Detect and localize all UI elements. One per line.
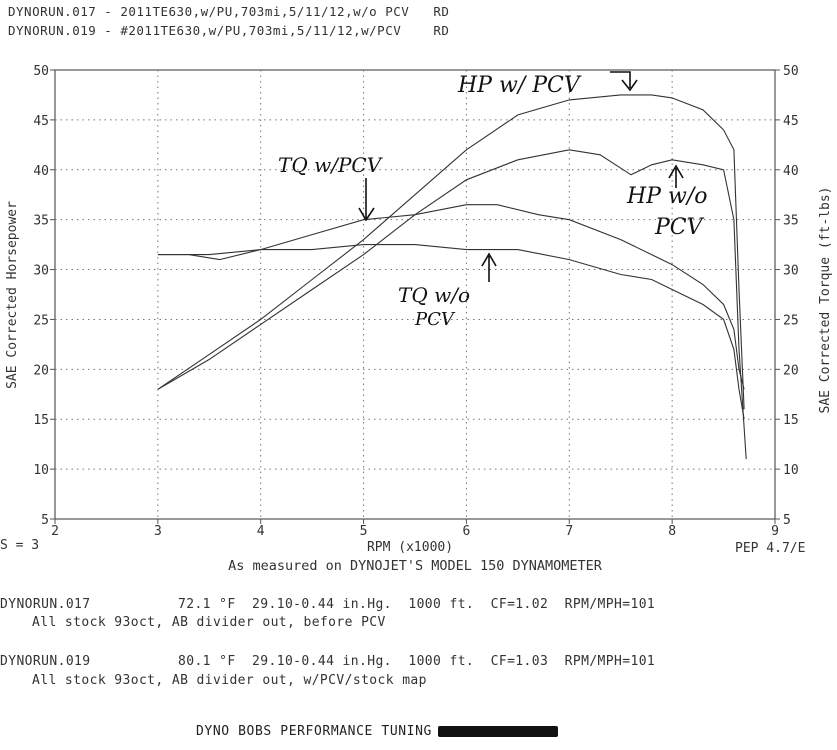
y-tick-label-right: 30: [783, 264, 799, 279]
footer: DYNO BOBS PERFORMANCE TUNING: [196, 724, 558, 739]
x-tick-labels: 2 3 4 5 6 7 8 9: [51, 524, 779, 539]
annotation-hp-without-2: PCV: [654, 215, 705, 240]
x-tick-label: 4: [257, 524, 265, 539]
y-tick-label-right: 5: [783, 513, 791, 528]
arrow-hp-without-pcv: [668, 164, 684, 188]
annotation-tq-with-pcv: TQ w/PCV: [278, 153, 384, 177]
y-tick-label-left: 20: [33, 363, 49, 378]
series-group: [157, 94, 747, 460]
y-tick-label-left: 30: [33, 264, 49, 279]
arrow-tq-with-pcv: [358, 178, 375, 222]
y-tick-label-right: 10: [783, 463, 799, 478]
y-tick-label-left: 35: [33, 214, 49, 229]
series-tq-without-pcv: [157, 244, 745, 420]
x-tick-label: 5: [360, 524, 368, 539]
y-axis-label-right: SAE Corrected Torque (ft-lbs): [818, 187, 833, 414]
annotation-hp-without-1: HP w/o: [626, 184, 707, 209]
header-line-2: DYNORUN.019 - #2011TE630,w/PU,703mi,5/11…: [8, 23, 450, 38]
x-axis-label: RPM (x1000): [367, 540, 453, 555]
annotation-tq-without-1: TQ w/o: [398, 283, 470, 307]
x-tick-label: 3: [154, 524, 162, 539]
x-tick-label: 8: [668, 524, 676, 539]
y-tick-label-right: 20: [783, 363, 799, 378]
y-tick-label-left: 45: [33, 114, 49, 129]
x-tick-label: 7: [565, 524, 573, 539]
run-017-conditions: 72.1 °F 29.10-0.44 in.Hg. 1000 ft. CF=1.…: [178, 597, 656, 612]
y-tick-label-left: 15: [33, 413, 49, 428]
annotation-hp-with-pcv: HP w/ PCV: [457, 73, 582, 98]
grid: [50, 69, 780, 524]
run-019-id: DYNORUN.019: [0, 654, 91, 669]
y-tick-label-right: 25: [783, 313, 799, 328]
y-tick-label-right: 15: [783, 413, 799, 428]
annotation-tq-without-2: PCV: [414, 309, 456, 330]
x-tick-label: 9: [771, 524, 779, 539]
chart-subtitle: As measured on DYNOJET'S MODEL 150 DYNAM…: [228, 558, 603, 574]
y-tick-label-right: 35: [783, 214, 799, 229]
x-tick-label: 6: [463, 524, 471, 539]
series-hp-with-pcv: [157, 94, 745, 410]
header-line-1: DYNORUN.017 - 2011TE630,w/PU,703mi,5/11/…: [8, 4, 450, 19]
y-tick-label-left: 50: [33, 64, 49, 79]
series-tq-with-pcv: [157, 204, 745, 390]
corner-left-label: S = 3: [0, 538, 39, 553]
arrow-hp-with-pcv: [610, 71, 638, 92]
y-tick-label-right: 50: [783, 64, 799, 79]
redacted-phone: [437, 726, 558, 737]
footer-text: DYNO BOBS PERFORMANCE TUNING: [196, 724, 432, 739]
y-tick-label-left: 5: [41, 513, 49, 528]
run-019-conditions: 80.1 °F 29.10-0.44 in.Hg. 1000 ft. CF=1.…: [178, 654, 656, 669]
y-tick-label-left: 40: [33, 164, 49, 179]
run-019-notes: All stock 93oct, AB divider out, w/PCV/s…: [32, 673, 427, 688]
x-tick-label: 2: [51, 524, 59, 539]
y-tick-label-right: 45: [783, 114, 799, 129]
arrow-tq-without-pcv: [481, 252, 497, 282]
y-tick-labels-left: 5 10 15 20 25 30 35 40 45 50: [33, 64, 49, 528]
y-tick-label-right: 40: [783, 164, 799, 179]
plot-frame: [54, 69, 776, 520]
series-hp-without-pcv: [157, 149, 747, 460]
run-017-id: DYNORUN.017: [0, 597, 91, 612]
run-017-notes: All stock 93oct, AB divider out, before …: [32, 615, 386, 630]
corner-right-label: PEP 4.7/E: [735, 541, 805, 556]
y-tick-labels-right: 5 10 15 20 25 30 35 40 45 50: [783, 64, 799, 528]
y-tick-label-left: 10: [33, 463, 49, 478]
y-tick-label-left: 25: [33, 313, 49, 328]
y-axis-label-left: SAE Corrected Horsepower: [5, 201, 20, 389]
